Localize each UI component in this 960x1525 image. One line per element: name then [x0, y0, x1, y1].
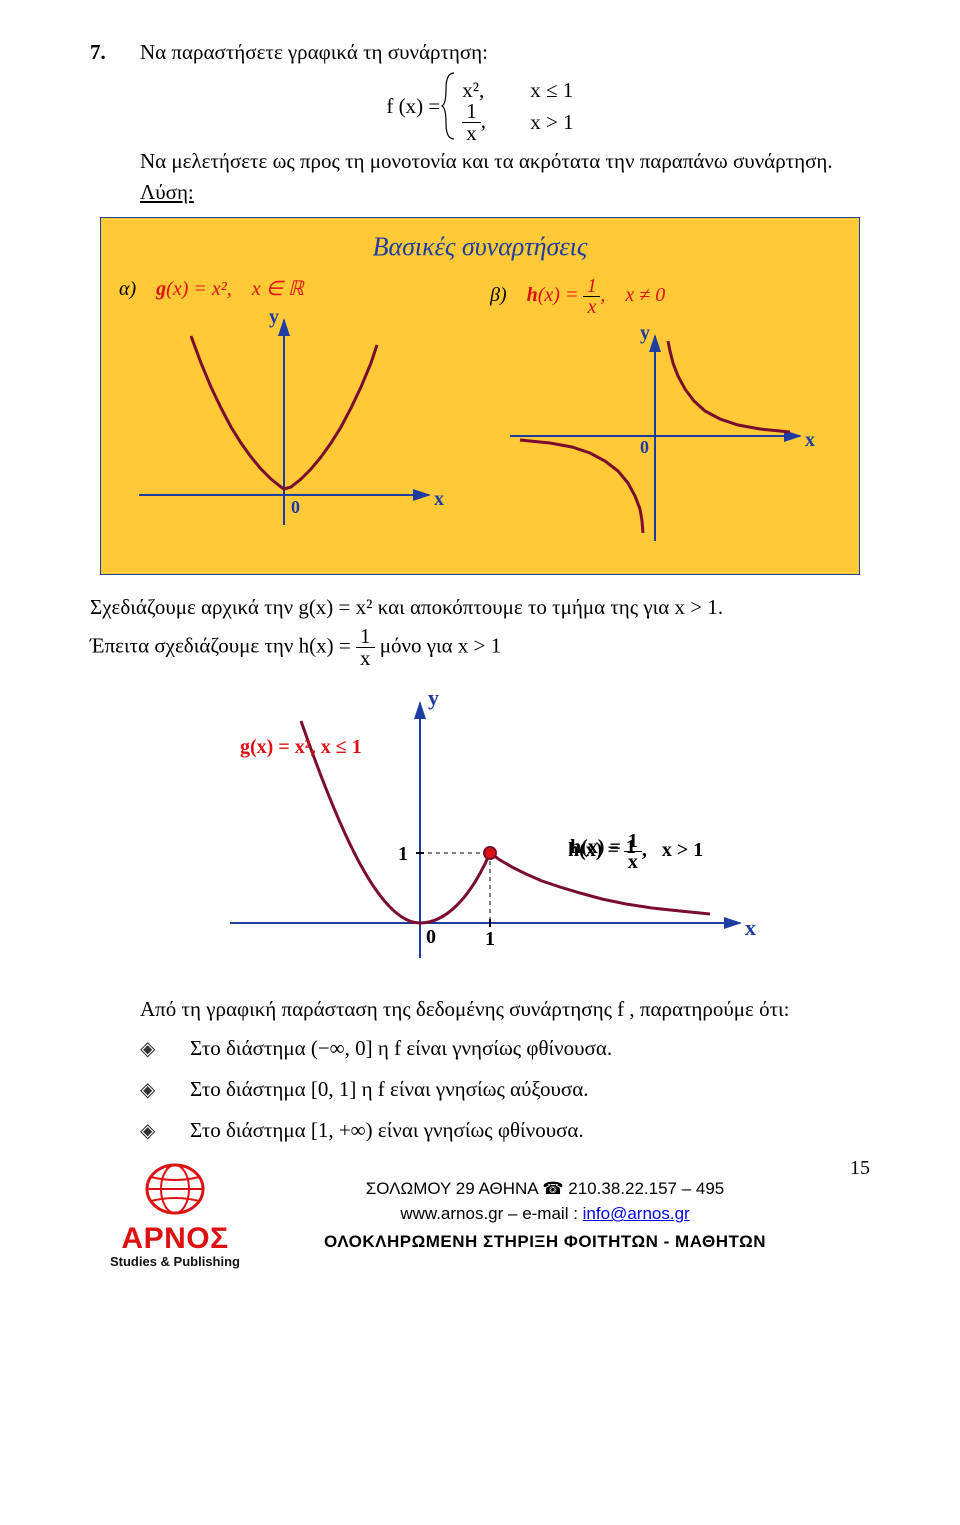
bullet-icon: ◈ [140, 1036, 190, 1061]
svg-text:1: 1 [485, 928, 495, 950]
right-tag: β) [490, 284, 507, 306]
solution-label: Λύση: [140, 180, 870, 205]
logo-title: ΑΡΝΟΣ [90, 1222, 260, 1256]
case2-fraction: 1 x [462, 101, 481, 144]
case1-cond: x ≤ 1 [506, 78, 573, 103]
case2-comma: , [481, 108, 486, 132]
svg-text:0: 0 [640, 437, 649, 457]
plot-parabola: x y 0 [119, 305, 449, 535]
left-formula: g(x) = x², x ∈ ℝ [156, 278, 304, 300]
svg-text:y: y [640, 322, 650, 344]
origin-label: 0 [291, 497, 300, 517]
footer-email-link[interactable]: info@arnos.gr [583, 1204, 690, 1223]
plot-hyperbola: x y 0 [490, 321, 820, 551]
footer-slogan: ΟΛΟΚΛΗΡΩΜΕΝΗ ΣΤΗΡΙΞΗ ΦΟΙΤΗΤΩΝ - ΜΑΘΗΤΩΝ [276, 1229, 814, 1255]
svg-text:0: 0 [426, 926, 436, 948]
g-label: g(x) = x², x ≤ 1 [240, 736, 362, 758]
svg-text:1: 1 [398, 843, 408, 865]
bullet-icon: ◈ [140, 1077, 190, 1102]
right-formula: h(x) = 1x, x ≠ 0 [527, 284, 666, 306]
logo-subtitle: Studies & Publishing [90, 1254, 260, 1269]
page-footer: ΑΡΝΟΣ Studies & Publishing ΣΟΛΩΜΟΥ 29 ΑΘ… [90, 1161, 870, 1269]
footer-address: ΣΟΛΩΜΟΥ 29 ΑΘΗΝΑ ☎ 210.38.22.157 – 495 [276, 1176, 814, 1202]
bullet-icon: ◈ [140, 1118, 190, 1143]
basic-functions-box: Βασικές συναρτήσεις α) g(x) = x², x ∈ ℝ [100, 217, 860, 575]
svg-text:y: y [428, 685, 439, 710]
observations-title: Από τη γραφική παράσταση της δεδομένης σ… [140, 997, 870, 1022]
footer-web: www.arnos.gr – e-mail : info@arnos.gr [276, 1201, 814, 1227]
piecewise-function: f (x) = x², x ≤ 1 1 x , x > 1 [90, 71, 870, 141]
construction-line-1: Σχεδιάζουμε αρχικά την g(x) = x² και απο… [90, 595, 870, 620]
brace-icon [440, 71, 458, 141]
observation-2: Στο διάστημα [0, 1] η f είναι γνησίως αύ… [190, 1077, 588, 1102]
exercise-prompt-1: Να παραστήσετε γραφικά τη συνάρτηση: [140, 40, 870, 65]
exercise-number: 7. [90, 40, 140, 65]
plot-combined: x y 0 1 1 g(x) = x², x ≤ 1 h [200, 683, 760, 973]
piecewise-lhs: f (x) = [386, 94, 440, 119]
case2-cond: x > 1 [506, 110, 573, 135]
left-tag: α) [119, 278, 136, 300]
svg-text:x: x [745, 915, 756, 940]
page-number: 15 [830, 1157, 870, 1180]
construction-line-2: Έπειτα σχεδιάζουμε την h(x) = 1x μόνο γι… [90, 626, 870, 669]
axis-x-label: x [434, 488, 444, 510]
case2-num: 1 [464, 101, 479, 122]
box-title: Βασικές συναρτήσεις [119, 232, 841, 262]
axis-y-label: y [269, 306, 279, 328]
observation-1: Στο διάστημα (−∞, 0] η f είναι γνησίως φ… [190, 1036, 612, 1061]
exercise-prompt-2: Να μελετήσετε ως προς τη μονοτονία και τ… [140, 149, 870, 174]
observation-3: Στο διάστημα [1, +∞) είναι γνησίως φθίνο… [190, 1118, 584, 1143]
case2-den: x [462, 122, 481, 144]
svg-text:x: x [805, 429, 815, 451]
globe-icon [139, 1161, 211, 1217]
